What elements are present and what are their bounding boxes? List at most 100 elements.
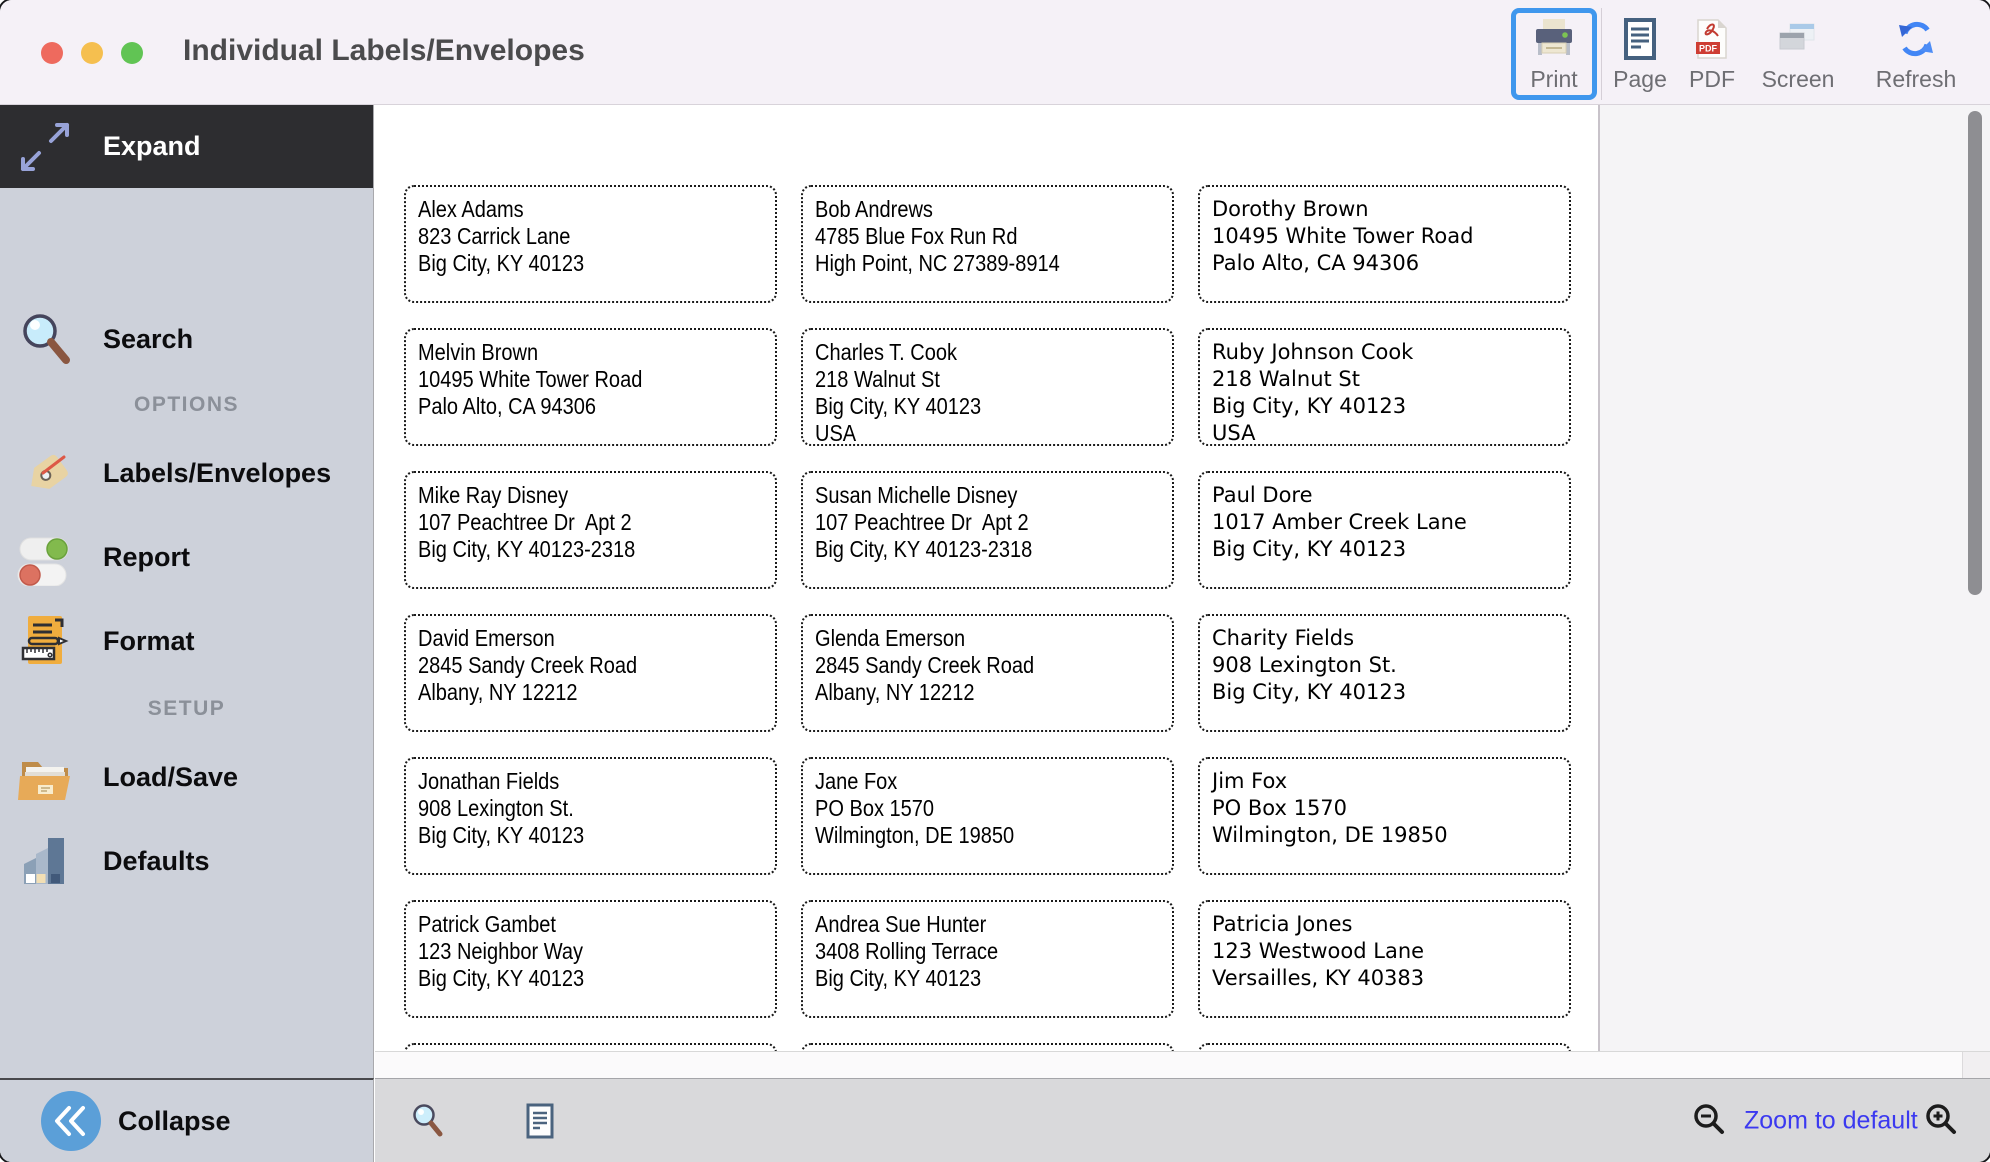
address-line: 2845 Sandy Creek Road	[815, 652, 1035, 678]
folder-icon	[13, 748, 77, 806]
address-label: Andrea Sue Hunter 3408 Rolling Terrace Big…	[801, 900, 1174, 1018]
address-line: Melvin Brown	[418, 339, 539, 365]
address-line: 107 Peachtree Dr Apt 2	[815, 509, 1029, 535]
address-label: Paul Dore 1017 Amber Creek Lane Big City, …	[1198, 471, 1571, 589]
sidebar-item-expand[interactable]: Expand	[0, 105, 373, 188]
horizontal-scrollbar-track[interactable]	[375, 1051, 1990, 1079]
toolbar-separator	[1601, 8, 1602, 100]
screen-button[interactable]: Screen	[1748, 8, 1848, 100]
format-icon	[13, 612, 77, 670]
address-label: Charity Fields 908 Lexington St. Big City,…	[1198, 614, 1571, 732]
address-line: Big City, KY 40123	[1212, 537, 1407, 561]
address-label: Mike Ray Disney 107 Peachtree Dr Apt 2 Big…	[404, 471, 777, 589]
address-line: 4785 Blue Fox Run Rd	[815, 223, 1018, 249]
address-line: High Point, NC 27389-8914	[815, 250, 1060, 276]
pdf-icon: PDF	[1689, 17, 1735, 66]
factory-icon	[13, 832, 77, 890]
address-line: 107 Peachtree Dr Apt 2	[418, 509, 632, 535]
address-label-next-page	[1198, 1043, 1571, 1051]
preview-side-panel	[1598, 105, 1990, 1051]
address-label: David Emerson 2845 Sandy Creek Road Albany…	[404, 614, 777, 732]
toggles-icon	[13, 528, 77, 586]
address-line: 3408 Rolling Terrace	[815, 938, 999, 964]
labels-grid: Alex Adams 823 Carrick Lane Big City, KY 4…	[404, 185, 1571, 1051]
address-label: Patrick Gambet 123 Neighbor Way Big City, …	[404, 900, 777, 1018]
address-line: Big City, KY 40123	[815, 393, 982, 419]
address-label-next-page	[404, 1043, 777, 1051]
sidebar-item-defaults[interactable]: Defaults	[0, 823, 373, 899]
minimize-window-button[interactable]	[81, 42, 103, 64]
address-line: Albany, NY 12212	[418, 679, 578, 705]
address-line: Alex Adams	[418, 196, 524, 222]
search-records-icon[interactable]	[409, 1103, 445, 1139]
address-line: Jim Fox	[1212, 769, 1288, 793]
address-label: Charles T. Cook 218 Walnut St Big City, KY…	[801, 328, 1174, 446]
address-label: Susan Michelle Disney 107 Peachtree Dr Ap…	[801, 471, 1174, 589]
address-line: Dorothy Brown	[1212, 197, 1369, 221]
sidebar-item-labels-envelopes[interactable]: Labels/Envelopes	[0, 435, 373, 511]
address-line: Patrick Gambet	[418, 911, 556, 937]
page-button[interactable]: Page	[1604, 8, 1676, 100]
zoom-to-default-link[interactable]: Zoom to default	[1744, 1106, 1918, 1134]
address-line: Jonathan Fields	[418, 768, 560, 794]
search-icon	[13, 310, 77, 368]
pdf-button[interactable]: PDF PDF	[1676, 8, 1748, 100]
address-line: Andrea Sue Hunter	[815, 911, 987, 937]
address-line: Wilmington, DE 19850	[815, 822, 1015, 848]
address-line: 218 Walnut St	[815, 366, 940, 392]
svg-text:PDF: PDF	[1699, 44, 1718, 54]
address-line: PO Box 1570	[815, 795, 935, 821]
address-label: Jane Fox PO Box 1570 Wilmington, DE 19850	[801, 757, 1174, 875]
address-label: Patricia Jones 123 Westwood Lane Versaille…	[1198, 900, 1571, 1018]
address-line: 10495 White Tower Road	[418, 366, 643, 392]
refresh-icon	[1893, 17, 1939, 66]
zoom-window-button[interactable]	[121, 42, 143, 64]
address-line: Charles T. Cook	[815, 339, 957, 365]
document-view-icon[interactable]	[521, 1102, 559, 1140]
sidebar-item-load-save[interactable]: Load/Save	[0, 739, 373, 815]
address-label: Ruby Johnson Cook 218 Walnut St Big City, …	[1198, 328, 1571, 446]
sidebar-section-setup: SETUP	[147, 697, 226, 720]
scrollbar-corner	[1962, 1052, 1990, 1079]
address-line: Patricia Jones	[1212, 912, 1353, 936]
address-line: 1017 Amber Creek Lane	[1212, 510, 1467, 534]
address-line: Big City, KY 40123	[418, 965, 585, 991]
address-line: Big City, KY 40123	[418, 250, 585, 276]
address-line: Big City, KY 40123	[815, 965, 982, 991]
labels-preview-page: Alex Adams 823 Carrick Lane Big City, KY 4…	[375, 105, 1598, 1051]
sidebar-item-search[interactable]: Search	[0, 301, 373, 377]
address-line: PO Box 1570	[1212, 796, 1348, 820]
address-line: 908 Lexington St.	[1212, 653, 1397, 677]
titlebar: Individual Labels/Envelopes Print	[0, 0, 1990, 105]
address-line: Wilmington, DE 19850	[1212, 823, 1448, 847]
address-label: Bob Andrews 4785 Blue Fox Run Rd High Poin…	[801, 185, 1174, 303]
address-line: Big City, KY 40123-2318	[815, 536, 1033, 562]
address-line: 823 Carrick Lane	[418, 223, 571, 249]
address-line: USA	[815, 420, 857, 446]
tag-icon	[13, 444, 77, 502]
address-line: Big City, KY 40123	[1212, 394, 1407, 418]
address-line: 123 Westwood Lane	[1212, 939, 1425, 963]
refresh-button[interactable]: Refresh	[1858, 8, 1974, 100]
collapse-icon	[40, 1091, 102, 1151]
address-line: Bob Andrews	[815, 196, 933, 222]
sidebar: Expand Search OPTIONS	[0, 105, 374, 1162]
address-line: Charity Fields	[1212, 626, 1355, 650]
zoom-out-icon[interactable]	[1691, 1102, 1729, 1140]
address-line: Glenda Emerson	[815, 625, 966, 651]
address-label: Alex Adams 823 Carrick Lane Big City, KY 4…	[404, 185, 777, 303]
sidebar-item-format[interactable]: Format	[0, 603, 373, 679]
print-button[interactable]: Print	[1511, 8, 1597, 100]
vertical-scrollbar[interactable]	[1968, 111, 1982, 595]
sidebar-item-report[interactable]: Report	[0, 519, 373, 595]
address-line: USA	[1212, 421, 1256, 445]
address-line: 10495 White Tower Road	[1212, 224, 1474, 248]
address-line: Palo Alto, CA 94306	[418, 393, 597, 419]
sidebar-item-collapse[interactable]: Collapse	[0, 1078, 374, 1162]
address-label: Melvin Brown 10495 White Tower Road Palo A…	[404, 328, 777, 446]
address-line: 2845 Sandy Creek Road	[418, 652, 638, 678]
address-line: Big City, KY 40123-2318	[418, 536, 636, 562]
address-line: 218 Walnut St	[1212, 367, 1360, 391]
zoom-in-icon[interactable]	[1923, 1102, 1961, 1140]
close-window-button[interactable]	[41, 42, 63, 64]
